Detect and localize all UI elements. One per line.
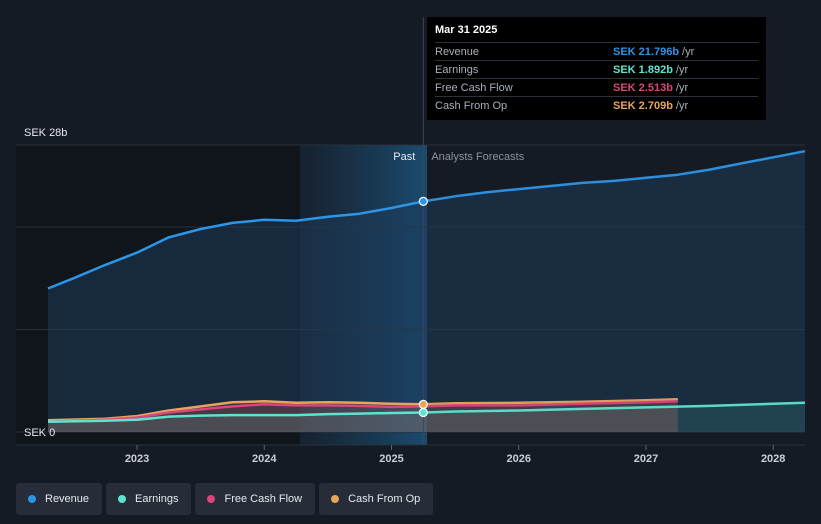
tooltip-row-unit: /yr xyxy=(675,63,689,76)
tooltip-row-unit: /yr xyxy=(682,45,695,58)
x-tick-label: 2028 xyxy=(761,453,785,465)
free-cash-flow-forecast-line xyxy=(423,400,678,408)
tooltip-row-label: Cash From Op xyxy=(435,99,508,112)
revenue-past-line xyxy=(47,200,424,290)
forecast-label: Analysts Forecasts xyxy=(431,151,524,163)
revenue-forecast-line xyxy=(423,149,806,203)
earnings-area xyxy=(48,402,805,432)
legend-dot-icon xyxy=(207,495,216,503)
y-axis-top-label: SEK 28b xyxy=(24,127,67,139)
x-tick-label: 2024 xyxy=(252,453,277,465)
legend-dot-icon xyxy=(118,495,127,503)
tooltip-row-unit: /yr xyxy=(675,99,689,112)
tooltip-row-label: Earnings xyxy=(435,63,479,76)
tooltip-row-revenue: Revenue SEK 21.796b /yr xyxy=(435,42,758,60)
legend: Revenue Earnings Free Cash Flow Cash Fro… xyxy=(16,483,434,515)
tooltip-row-cash-from-op: Cash From Op SEK 2.709b /yr xyxy=(435,96,758,114)
revenue-highlight-point xyxy=(418,196,428,206)
legend-item-revenue[interactable]: Revenue xyxy=(16,483,103,515)
earnings-forecast-line xyxy=(423,401,806,414)
tooltip-row-value: SEK 1.892b xyxy=(613,63,673,76)
legend-dot-icon xyxy=(28,495,36,503)
cash-from-op-forecast-line xyxy=(423,397,678,406)
tooltip-row-unit: /yr xyxy=(675,81,689,94)
free-cash-flow-past-line xyxy=(47,403,424,424)
x-tick-label: 2026 xyxy=(506,453,530,465)
legend-label: Cash From Op xyxy=(348,493,421,505)
legend-label: Free Cash Flow xyxy=(224,493,303,505)
earnings-past-line xyxy=(47,411,424,424)
series-lines xyxy=(47,149,806,424)
cash-from-op-highlight-point xyxy=(418,399,428,409)
x-tick-label: 2027 xyxy=(634,453,658,465)
y-axis-bottom-label: SEK 0 xyxy=(24,427,55,439)
tooltip-row-value: SEK 21.796b xyxy=(613,45,680,58)
tooltip-row-earnings: Earnings SEK 1.892b /yr xyxy=(435,60,758,78)
earnings-highlight-point xyxy=(418,407,428,418)
x-axis-ticks: 2023 2024 2025 2026 2027 2028 xyxy=(125,445,785,465)
x-tick-label: 2023 xyxy=(125,453,149,465)
legend-item-cash-from-op[interactable]: Cash From Op xyxy=(319,483,434,515)
tooltip-date: Mar 31 2025 xyxy=(435,24,498,36)
tooltip-row-value: SEK 2.709b xyxy=(613,99,673,112)
series-areas xyxy=(48,151,805,432)
legend-label: Revenue xyxy=(45,493,90,505)
highlight-points xyxy=(418,196,428,418)
tooltip-row-value: SEK 2.513b xyxy=(613,81,673,94)
tooltip: Mar 31 2025 Revenue SEK 21.796b /yr Earn… xyxy=(427,17,766,120)
x-tick-label: 2025 xyxy=(379,453,403,465)
cash-from-op-area xyxy=(48,399,678,432)
revenue-area xyxy=(48,151,805,432)
legend-dot-icon xyxy=(331,495,340,503)
tooltip-row-free-cash-flow: Free Cash Flow SEK 2.513b /yr xyxy=(435,78,758,96)
legend-item-free-cash-flow[interactable]: Free Cash Flow xyxy=(195,483,316,515)
tooltip-row-label: Revenue xyxy=(435,45,480,58)
legend-label: Earnings xyxy=(135,493,179,505)
legend-item-earnings[interactable]: Earnings xyxy=(106,483,192,515)
past-label: Past xyxy=(393,151,415,163)
tooltip-row-label: Free Cash Flow xyxy=(435,81,513,94)
cash-from-op-past-line xyxy=(47,400,424,422)
